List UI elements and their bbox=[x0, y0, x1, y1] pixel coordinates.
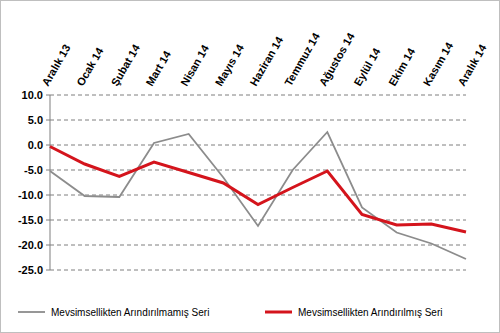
y-tick-label: 0.0 bbox=[28, 139, 43, 151]
y-tick-label: -10.0 bbox=[18, 189, 43, 201]
y-tick-label: 10.0 bbox=[22, 89, 43, 101]
x-tick-label: Ocak 14 bbox=[74, 45, 106, 88]
tick-mark bbox=[46, 145, 50, 146]
grid-line bbox=[50, 270, 466, 271]
y-tick-label: -5.0 bbox=[24, 164, 43, 176]
grid-line bbox=[50, 195, 466, 196]
y-axis bbox=[50, 95, 51, 270]
x-tick-label: Mayıs 14 bbox=[213, 42, 247, 88]
x-tick-label: Ekim 14 bbox=[386, 45, 418, 88]
legend-swatch bbox=[265, 311, 292, 314]
y-tick-label: -20.0 bbox=[18, 239, 43, 251]
x-tick-label: Kasım 14 bbox=[421, 39, 456, 88]
tick-mark bbox=[46, 120, 50, 121]
series-line bbox=[50, 147, 466, 233]
grid-line bbox=[50, 220, 466, 221]
y-tick-label: 5.0 bbox=[28, 114, 43, 126]
tick-mark bbox=[46, 270, 50, 271]
x-tick-label: Nisan 14 bbox=[178, 42, 211, 88]
legend-label: Mevsimsellikten Arındırılmış Seri bbox=[298, 307, 442, 318]
series-line bbox=[50, 132, 466, 259]
tick-mark bbox=[46, 220, 50, 221]
x-tick-label: Haziran 14 bbox=[247, 34, 285, 88]
grid-line bbox=[50, 170, 466, 171]
plot-area bbox=[50, 132, 466, 259]
x-tick-label: Şubat 14 bbox=[109, 42, 143, 88]
tick-mark bbox=[46, 245, 50, 246]
x-tick-label: Ağustos 14 bbox=[317, 30, 357, 88]
tick-mark bbox=[46, 195, 50, 196]
x-tick-label: Temmuz 14 bbox=[282, 30, 322, 88]
grid-line bbox=[50, 120, 466, 121]
y-tick-label: -25.0 bbox=[18, 264, 43, 276]
grid-line bbox=[50, 245, 466, 246]
x-tick-label: Mart 14 bbox=[143, 48, 173, 88]
grid-line bbox=[50, 95, 466, 96]
tick-mark bbox=[46, 170, 50, 171]
chart-border bbox=[1, 1, 500, 333]
x-tick-label: Aralık 13 bbox=[39, 42, 72, 88]
y-tick-label: -15.0 bbox=[18, 214, 43, 226]
tick-mark bbox=[46, 95, 50, 96]
x-tick-label: Eylül 14 bbox=[351, 45, 383, 88]
legend-label: Mevsimsellikten Arındırılmamış Seri bbox=[51, 307, 209, 318]
grid-line bbox=[50, 145, 466, 146]
x-tick-label: Aralık 14 bbox=[455, 42, 489, 88]
legend-swatch bbox=[18, 311, 45, 313]
chart: 10.0 5.0 0.0 -5.0 -10.0 -15.0 -20.0 -25.0 Aralık… bbox=[0, 0, 500, 333]
